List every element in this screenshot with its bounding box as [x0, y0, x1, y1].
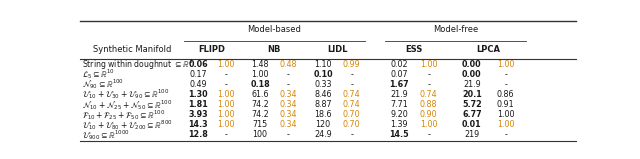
Text: 6.77: 6.77 — [462, 110, 482, 119]
Text: 12.8: 12.8 — [188, 130, 208, 139]
Text: 0.17: 0.17 — [189, 70, 207, 79]
Text: 715: 715 — [252, 120, 268, 129]
Text: -: - — [350, 70, 353, 79]
Text: 0.48: 0.48 — [280, 60, 297, 69]
Text: 0.01: 0.01 — [462, 120, 482, 129]
Text: -: - — [287, 80, 290, 89]
Text: 0.02: 0.02 — [390, 60, 408, 69]
Text: 1.00: 1.00 — [497, 110, 515, 119]
Text: 0.70: 0.70 — [343, 110, 360, 119]
Text: 14.5: 14.5 — [389, 130, 409, 139]
Text: $\mathcal{N}_{90} \subseteq \mathbb{R}^{100}$: $\mathcal{N}_{90} \subseteq \mathbb{R}^{… — [83, 78, 125, 91]
Text: $\mathcal{U}_{10} + \mathcal{U}_{80} + \mathcal{U}_{200} \subseteq \mathbb{R}^{8: $\mathcal{U}_{10} + \mathcal{U}_{80} + \… — [83, 118, 173, 132]
Text: 0.49: 0.49 — [189, 80, 207, 89]
Text: 1.00: 1.00 — [218, 60, 235, 69]
Text: 14.3: 14.3 — [188, 120, 208, 129]
Text: LPCA: LPCA — [477, 45, 500, 54]
Text: 0.33: 0.33 — [314, 80, 332, 89]
Text: -: - — [428, 130, 430, 139]
Text: 0.74: 0.74 — [343, 90, 360, 99]
Text: 0.00: 0.00 — [462, 70, 482, 79]
Text: -: - — [287, 70, 290, 79]
Text: 74.2: 74.2 — [251, 110, 269, 119]
Text: 1.10: 1.10 — [314, 60, 332, 69]
Text: 1.30: 1.30 — [188, 90, 208, 99]
Text: -: - — [504, 70, 507, 79]
Text: -: - — [504, 80, 507, 89]
Text: 8.46: 8.46 — [314, 90, 332, 99]
Text: 0.06: 0.06 — [188, 60, 208, 69]
Text: -: - — [350, 80, 353, 89]
Text: 1.00: 1.00 — [497, 60, 515, 69]
Text: ESS: ESS — [405, 45, 422, 54]
Text: 1.00: 1.00 — [218, 110, 235, 119]
Text: 18.6: 18.6 — [314, 110, 332, 119]
Text: -: - — [350, 130, 353, 139]
Text: 219: 219 — [464, 130, 479, 139]
Text: 9.20: 9.20 — [390, 110, 408, 119]
Text: $\mathcal{U}_{10} + \mathcal{U}_{30} + \mathcal{U}_{90} \subseteq \mathbb{R}^{10: $\mathcal{U}_{10} + \mathcal{U}_{30} + \… — [83, 88, 170, 101]
Text: 61.6: 61.6 — [252, 90, 269, 99]
Text: -: - — [225, 70, 228, 79]
Text: 0.91: 0.91 — [497, 100, 515, 109]
Text: 20.1: 20.1 — [462, 90, 482, 99]
Text: -: - — [428, 70, 430, 79]
Text: 0.99: 0.99 — [343, 60, 361, 69]
Text: 21.9: 21.9 — [390, 90, 408, 99]
Text: 0.07: 0.07 — [390, 70, 408, 79]
Text: LIDL: LIDL — [327, 45, 348, 54]
Text: 0.74: 0.74 — [420, 90, 438, 99]
Text: $\mathcal{F}_{10} + \mathcal{F}_{25} + \mathcal{F}_{50} \subseteq \mathbb{R}^{10: $\mathcal{F}_{10} + \mathcal{F}_{25} + \… — [83, 108, 166, 122]
Text: 1.00: 1.00 — [420, 60, 437, 69]
Text: 7.71: 7.71 — [390, 100, 408, 109]
Text: 1.00: 1.00 — [252, 70, 269, 79]
Text: 5.72: 5.72 — [462, 100, 482, 109]
Text: 0.70: 0.70 — [343, 120, 360, 129]
Text: 8.87: 8.87 — [314, 100, 332, 109]
Text: 120: 120 — [316, 120, 331, 129]
Text: 0.00: 0.00 — [462, 60, 482, 69]
Text: $\mathcal{U}_{900} \subseteq \mathbb{R}^{1000}$: $\mathcal{U}_{900} \subseteq \mathbb{R}^… — [83, 128, 131, 142]
Text: 0.34: 0.34 — [280, 120, 297, 129]
Text: -: - — [504, 130, 507, 139]
Text: Synthetic Manifold: Synthetic Manifold — [93, 45, 172, 54]
Text: -: - — [428, 80, 430, 89]
Text: NB: NB — [268, 45, 281, 54]
Text: 0.18: 0.18 — [250, 80, 270, 89]
Text: 1.67: 1.67 — [389, 80, 409, 89]
Text: 1.39: 1.39 — [390, 120, 408, 129]
Text: 0.34: 0.34 — [280, 100, 297, 109]
Text: 1.00: 1.00 — [420, 120, 437, 129]
Text: 1.00: 1.00 — [497, 120, 515, 129]
Text: -: - — [225, 80, 228, 89]
Text: -: - — [287, 130, 290, 139]
Text: 1.00: 1.00 — [218, 100, 235, 109]
Text: 24.9: 24.9 — [314, 130, 332, 139]
Text: 1.48: 1.48 — [252, 60, 269, 69]
Text: -: - — [225, 130, 228, 139]
Text: Model-based: Model-based — [248, 25, 301, 34]
Text: 1.00: 1.00 — [218, 90, 235, 99]
Text: 0.86: 0.86 — [497, 90, 515, 99]
Text: Model-free: Model-free — [433, 25, 479, 34]
Text: 0.90: 0.90 — [420, 110, 438, 119]
Text: String within doughnut $\subseteq \mathbb{R}^3$: String within doughnut $\subseteq \mathb… — [83, 57, 194, 72]
Text: 1.00: 1.00 — [218, 120, 235, 129]
Text: FLIPD: FLIPD — [198, 45, 226, 54]
Text: 74.2: 74.2 — [251, 100, 269, 109]
Text: 100: 100 — [253, 130, 268, 139]
Text: 21.9: 21.9 — [463, 80, 481, 89]
Text: 1.81: 1.81 — [188, 100, 208, 109]
Text: 0.74: 0.74 — [343, 100, 360, 109]
Text: $\mathcal{L}_5 \subseteq \mathbb{R}^{10}$: $\mathcal{L}_5 \subseteq \mathbb{R}^{10}… — [83, 67, 116, 81]
Text: 0.34: 0.34 — [280, 110, 297, 119]
Text: $\mathcal{N}_{10} + \mathcal{N}_{25} + \mathcal{N}_{50} \subseteq \mathbb{R}^{10: $\mathcal{N}_{10} + \mathcal{N}_{25} + \… — [83, 98, 173, 112]
Text: 3.93: 3.93 — [188, 110, 208, 119]
Text: 0.88: 0.88 — [420, 100, 437, 109]
Text: 0.10: 0.10 — [313, 70, 333, 79]
Text: 0.34: 0.34 — [280, 90, 297, 99]
